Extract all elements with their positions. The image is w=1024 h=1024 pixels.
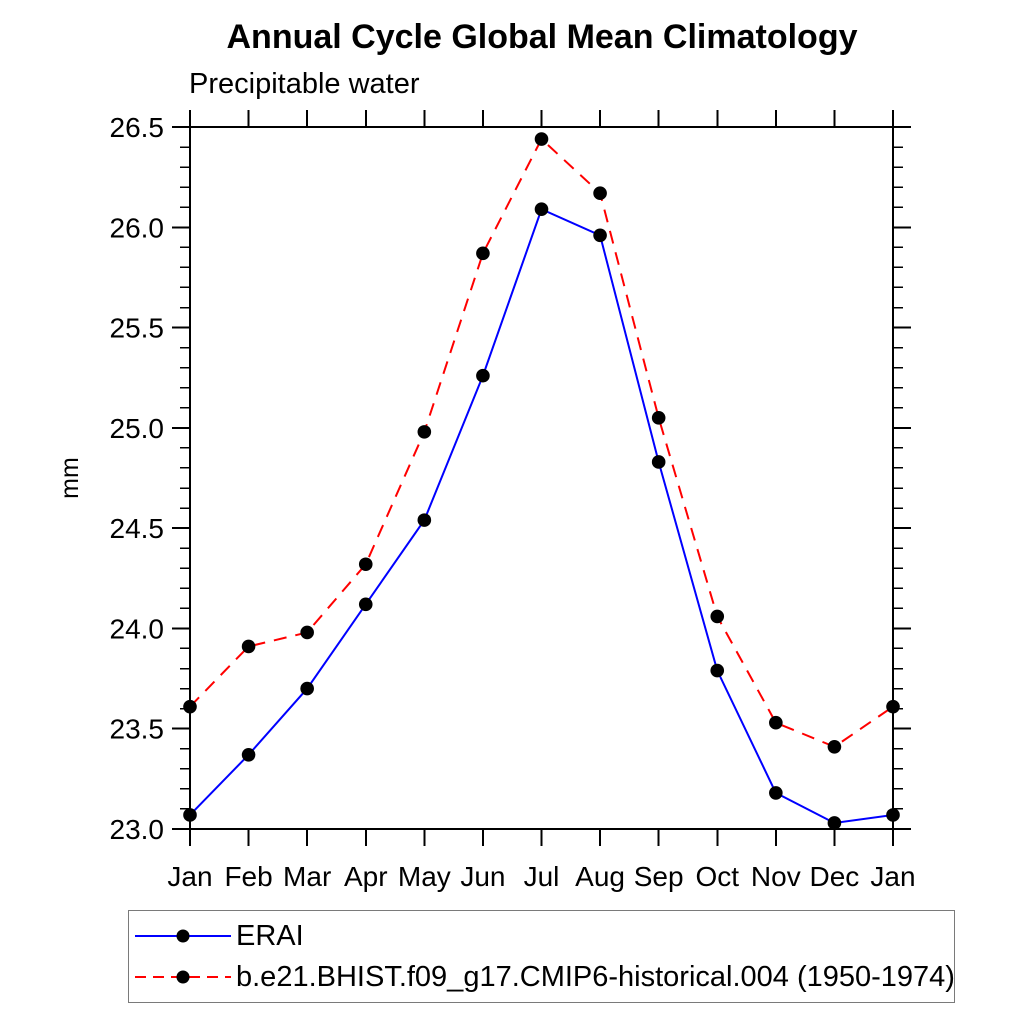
data-point-icon xyxy=(358,557,373,572)
data-point-icon xyxy=(827,739,842,754)
y-tick-label: 24.0 xyxy=(110,613,165,644)
x-tick-label: Dec xyxy=(810,861,860,892)
x-tick-label: Apr xyxy=(344,861,388,892)
x-tick-label: Jun xyxy=(460,861,505,892)
data-point-icon xyxy=(710,609,725,624)
x-tick-label: Jan xyxy=(167,861,212,892)
data-point-icon xyxy=(241,639,256,654)
data-point-icon xyxy=(827,816,842,830)
y-tick-label: 26.0 xyxy=(110,212,165,243)
x-tick-label: Jul xyxy=(524,861,560,892)
legend-line-sample-model xyxy=(135,970,231,984)
y-tick-label: 24.5 xyxy=(110,513,165,544)
x-tick-label: May xyxy=(398,861,451,892)
x-tick-label: Oct xyxy=(695,861,739,892)
data-point-icon xyxy=(417,513,432,527)
legend: ERAI b.e21.BHIST.f09_g17.CMIP6-historica… xyxy=(128,910,955,1003)
data-point-icon xyxy=(534,132,549,146)
data-point-icon xyxy=(651,411,666,425)
chart-title: Annual Cycle Global Mean Climatology xyxy=(226,18,858,56)
legend-line-sample-erai xyxy=(135,929,231,943)
data-point-icon xyxy=(534,202,549,217)
x-tick-label: Aug xyxy=(575,861,625,892)
y-tick-label: 23.0 xyxy=(110,814,165,845)
data-point-icon xyxy=(476,246,490,261)
y-tick-label: 25.0 xyxy=(110,413,165,444)
data-point-icon xyxy=(769,786,783,800)
x-tick-label: Jan xyxy=(870,861,915,892)
data-point-icon xyxy=(769,715,783,730)
legend-label-erai: ERAI xyxy=(236,919,304,952)
y-tick-label: 26.5 xyxy=(110,112,165,143)
chart-subtitle: Precipitable water xyxy=(189,68,420,100)
data-point-icon xyxy=(476,368,490,383)
x-tick-label: Sep xyxy=(634,861,684,892)
data-point-icon xyxy=(593,228,607,243)
data-point-icon xyxy=(241,747,256,762)
data-point-icon xyxy=(593,186,607,200)
series-line-1 xyxy=(189,137,894,748)
legend-item-model: b.e21.BHIST.f09_g17.CMIP6-historical.004… xyxy=(133,957,955,998)
data-point-icon xyxy=(300,681,314,696)
series-line-0 xyxy=(189,207,894,825)
data-point-icon xyxy=(358,597,373,612)
y-tick-label: 25.5 xyxy=(110,313,165,344)
x-tick-label: Feb xyxy=(224,861,272,892)
data-point-icon xyxy=(886,808,900,822)
x-tick-label: Nov xyxy=(751,861,801,892)
data-point-icon xyxy=(886,699,900,714)
y-tick-label: 23.5 xyxy=(110,714,165,745)
data-point-icon xyxy=(300,625,314,640)
data-point-icon xyxy=(651,455,666,469)
legend-label-model: b.e21.BHIST.f09_g17.CMIP6-historical.004… xyxy=(236,960,955,993)
y-axis-label: mm xyxy=(56,457,84,499)
data-point-icon xyxy=(183,808,197,822)
data-point-icon xyxy=(417,425,432,439)
legend-marker-icon xyxy=(176,970,190,984)
plot-border xyxy=(189,126,894,830)
legend-marker-icon xyxy=(176,929,190,943)
data-point-icon xyxy=(183,699,197,714)
data-point-icon xyxy=(710,663,725,678)
x-tick-label: Mar xyxy=(283,861,331,892)
legend-item-erai: ERAI xyxy=(133,916,954,957)
